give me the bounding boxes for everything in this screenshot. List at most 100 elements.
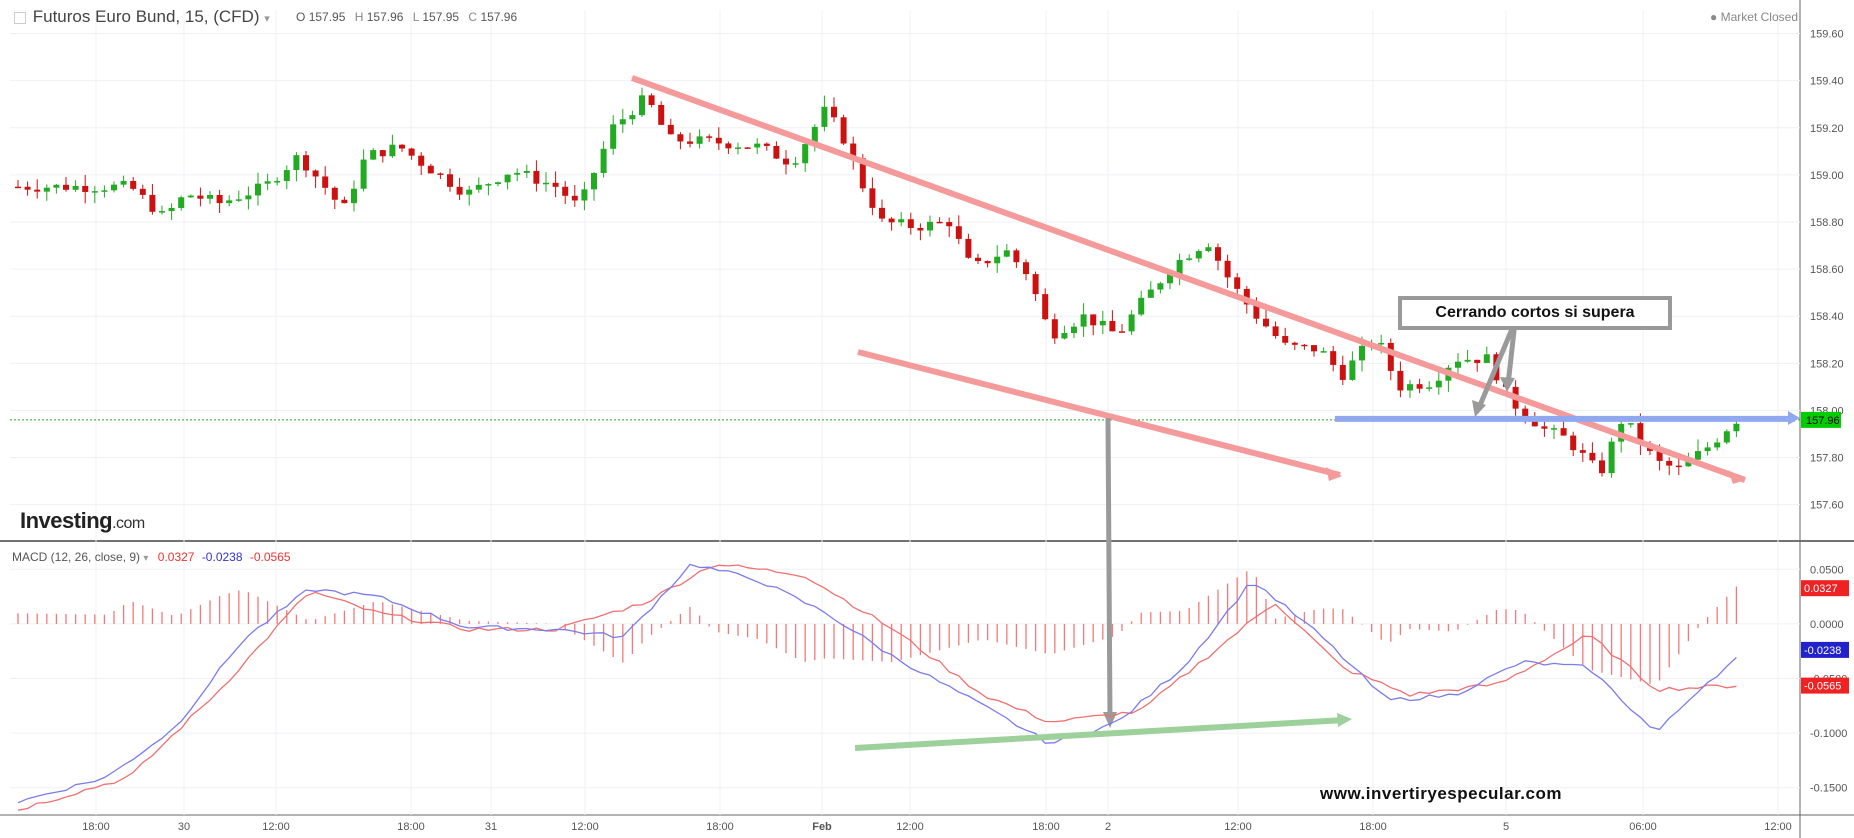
macd-value-badge [1801,580,1849,597]
signal-line [17,564,1737,811]
macd-tick-label: 0.0500 [1810,564,1844,576]
annotation-arrow [1475,321,1518,411]
macd-value-label: -0.0238 [1804,645,1841,657]
candle-body [1243,288,1250,305]
time-tick-label: 12:00 [896,821,924,833]
candle-body [1042,294,1049,320]
candle-body [955,226,962,239]
candle-body [831,106,837,118]
candle-body [1320,351,1327,353]
watermark: www.invertiryespecular.com [1320,784,1562,803]
candle-body [1435,380,1442,388]
macd-value-label: 0.0327 [1804,583,1838,595]
candle-body [677,134,684,142]
price-tick-label: 158.40 [1810,311,1844,323]
candle-body [1301,344,1308,347]
time-tick-label: 30 [178,821,190,833]
price-tick-label: 158.80 [1810,217,1844,229]
candle-body [1723,431,1730,443]
candle-body [130,180,137,189]
candle-body [1675,465,1682,468]
candle-body [898,219,905,223]
candle-body [888,218,895,223]
candle-body [629,115,636,120]
candle-body [475,184,482,190]
candle-body [331,187,338,200]
candle-body [984,261,991,264]
candle-body [1138,297,1145,315]
candle-body [53,184,60,188]
candle-body [437,173,444,175]
candle-body [1695,451,1701,460]
candle-body [1023,262,1029,275]
divergence-arrowhead [1337,713,1352,727]
candle-body [975,257,981,262]
candle-body [168,207,175,212]
time-tick-label: 5 [1503,821,1509,833]
candle-body [1071,326,1077,334]
candle-body [91,191,98,193]
divergence-arrow [1105,417,1113,723]
collapse-icon[interactable] [14,11,26,24]
candle-body [72,185,79,190]
candle-body [360,159,367,189]
candle-body [418,155,425,166]
candle-body [1627,423,1634,425]
price-tick-label: 159.20 [1810,123,1844,135]
candle-body [120,180,127,185]
candle-body [1224,260,1231,278]
candle-body [1186,258,1193,260]
ohlc-readout: O 157.95 H 157.96 L 157.95 C 157.96 [296,10,518,24]
candle-body [495,182,501,185]
macd-line [17,563,1737,804]
price-tick-label: 158.20 [1810,358,1844,370]
candle-body [744,147,751,149]
candle-body [207,195,213,199]
candle-body [1579,450,1586,453]
candle-body [399,144,405,149]
trend-arrowhead [1326,467,1342,481]
candle-body [1013,250,1020,263]
candle-body [1656,450,1663,461]
last-price-label: 157.96 [1806,415,1840,427]
candle-body [15,186,21,189]
candle-body [917,227,924,231]
chevron-down-icon[interactable]: ▾ [264,13,270,25]
candle-body [1157,283,1164,290]
candle-body [322,176,329,188]
candle-body [523,170,530,173]
price-tick-label: 157.60 [1810,500,1844,512]
candle-body [1282,336,1289,343]
candle-body [1474,359,1481,363]
candle-body [235,199,242,201]
candle-body [735,147,741,149]
candle-body [139,188,146,195]
candle-body [159,211,165,213]
candle-body [389,144,396,157]
candle-body [763,143,770,146]
candle-body [1003,250,1010,257]
time-tick-label: 12:00 [571,821,599,833]
candle-body [447,174,453,187]
candle-body [1589,452,1596,461]
candle-body [1167,274,1173,284]
time-tick-label: 18:00 [397,821,425,833]
candle-body [1359,345,1365,361]
candle-body [379,150,386,157]
time-tick-label: 18:00 [82,821,110,833]
candle-body [936,221,943,224]
chevron-down-icon[interactable]: ▾ [143,553,149,564]
candle-body [111,184,117,191]
candle-body [571,195,578,201]
macd-tick-label: -0.1500 [1810,783,1847,795]
macd-header: MACD (12, 26, close, 9) ▾ 0.0327 -0.0238… [12,550,291,564]
candle-body [1263,318,1269,327]
candle-body [1608,441,1615,474]
candle-body [408,148,415,156]
candle-body [907,219,914,228]
market-status: ● Market Closed [1710,10,1798,24]
candle-body [591,172,597,190]
candle-body [178,197,185,208]
candle-body [274,181,281,183]
candle-body [245,195,252,200]
